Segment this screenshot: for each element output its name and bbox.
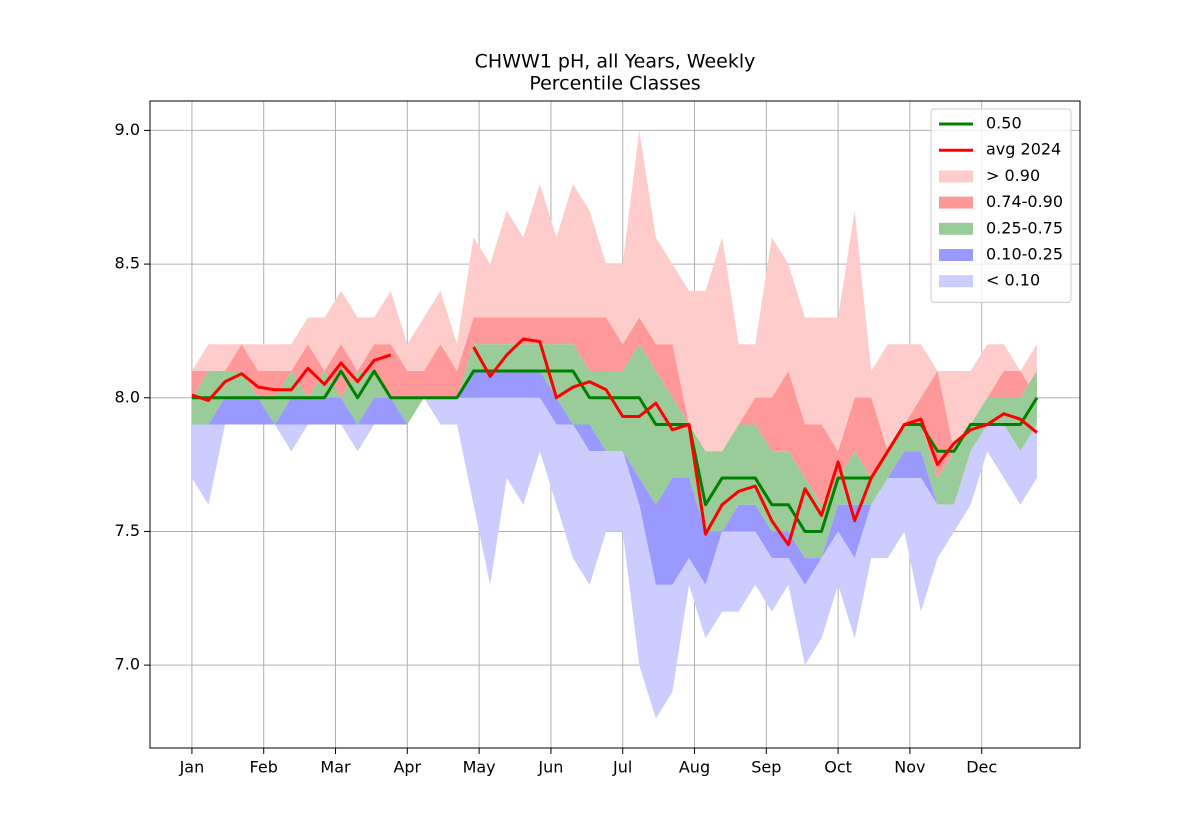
x-tick-label: Sep xyxy=(751,758,781,777)
x-tick-label: Mar xyxy=(320,758,351,777)
x-tick-label: Jun xyxy=(537,758,563,777)
legend-swatch xyxy=(939,170,973,183)
x-tick-label: May xyxy=(463,758,496,777)
percentile-band xyxy=(191,371,1037,585)
axes-frame xyxy=(149,100,1081,749)
y-tick-label: 9.0 xyxy=(115,120,140,139)
y-tick-label: 8.5 xyxy=(115,254,140,273)
x-tick-label: Aug xyxy=(679,758,710,777)
x-tick-label: Nov xyxy=(894,758,925,777)
legend-label: 0.25-0.75 xyxy=(986,218,1063,237)
x-tick-label: Apr xyxy=(393,758,421,777)
legend-label: 0.50 xyxy=(986,114,1022,133)
chart-subtitle: Percentile Classes xyxy=(529,73,700,95)
legend-label: > 0.90 xyxy=(986,166,1040,185)
chart-title: CHWW1 pH, all Years, Weekly xyxy=(475,51,756,73)
y-tick-label: 7.0 xyxy=(115,655,140,674)
legend-swatch xyxy=(939,222,973,235)
percentile-band xyxy=(191,397,1037,719)
legend-swatch xyxy=(939,275,973,288)
x-tick-label: Oct xyxy=(824,758,852,777)
x-tick-label: Jul xyxy=(612,758,632,777)
legend-swatch xyxy=(939,196,973,209)
x-tick-label: Feb xyxy=(250,758,278,777)
y-tick-label: 8.0 xyxy=(115,387,140,406)
percentile-band xyxy=(191,130,1037,452)
legend-label: 0.10-0.25 xyxy=(986,245,1063,264)
series-line xyxy=(191,337,1038,547)
legend-label: 0.74-0.90 xyxy=(986,192,1063,211)
legend-label: avg 2024 xyxy=(986,140,1061,159)
legend-swatch xyxy=(939,249,973,261)
x-tick-label: Jan xyxy=(179,758,205,777)
legend-label: < 0.10 xyxy=(986,271,1040,290)
x-tick-label: Dec xyxy=(966,758,997,777)
y-tick-label: 7.5 xyxy=(115,521,140,540)
percentile-band xyxy=(191,317,1037,505)
